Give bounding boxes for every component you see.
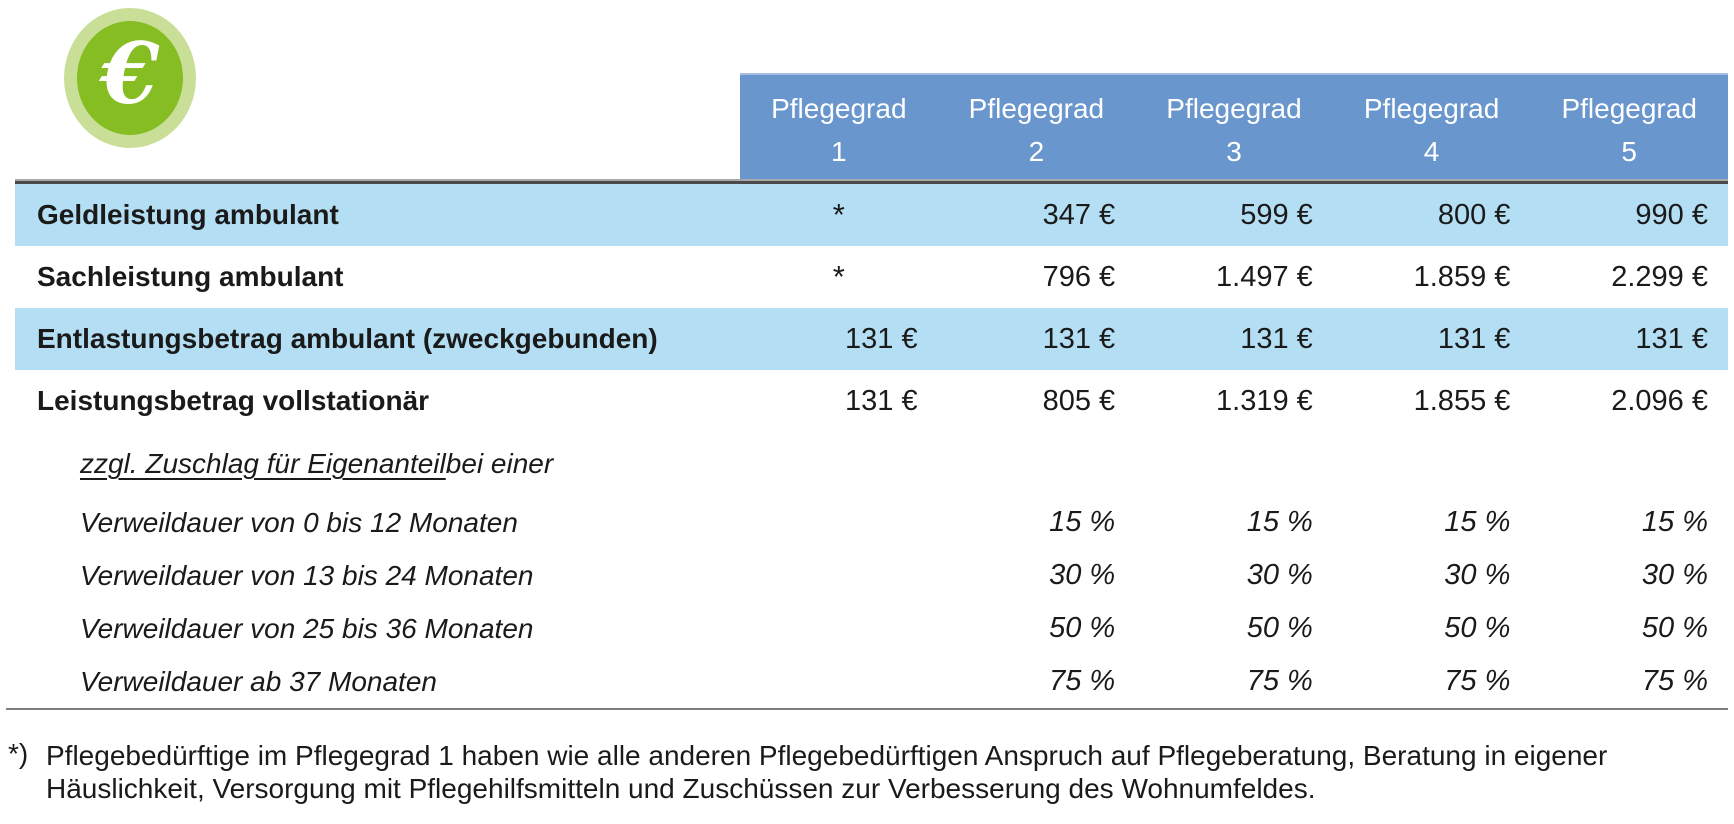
zuschlag-label-underlined: zzgl. Zuschlag für Eigenanteil (80, 448, 446, 479)
table-cell: 30 % (1444, 559, 1511, 591)
column-header-number: 2 (1028, 136, 1045, 167)
row-label: Sachleistung ambulant (37, 261, 344, 292)
table-cell: 50 % (1641, 612, 1708, 644)
table-row-verweildauer-0-12: Verweildauer von 0 bis 12 Monaten 15 % 1… (15, 496, 1728, 549)
zuschlag-label-rest: bei einer (445, 448, 554, 479)
table-cell-empty (740, 602, 938, 655)
table-cell: 75 % (1444, 665, 1511, 697)
footnote: *) Pflegebedürftige im Pflegegrad 1 habe… (8, 738, 1676, 805)
column-header-pflegegrad-2: Pflegegrad 2 (938, 75, 1136, 180)
table-column-header: Pflegegrad 1 Pflegegrad 2 Pflegegrad 3 P… (740, 73, 1728, 180)
table-cell: 131 € (1240, 322, 1313, 355)
table-cell-empty (740, 549, 938, 602)
table-cell: 15 % (1641, 506, 1708, 538)
footnote-line-2: Häuslichkeit, Versorgung mit Pflegehilfs… (46, 773, 1316, 804)
table-cell: 15 % (1444, 506, 1511, 538)
table-cell: 347 € (1042, 198, 1116, 231)
column-header-number: 4 (1423, 136, 1440, 167)
row-label: Geldleistung ambulant (37, 199, 339, 230)
table-cell: 131 € (845, 384, 918, 417)
table-cell: 1.859 € (1413, 260, 1511, 293)
row-label: Leistungsbetrag vollstationär (37, 385, 430, 416)
footnote-marker: *) (8, 738, 29, 769)
table-row-geldleistung: Geldleistung ambulant * 347 € 599 € 800 … (15, 184, 1728, 246)
table-row-verweildauer-13-24: Verweildauer von 13 bis 24 Monaten 30 % … (15, 549, 1728, 602)
table-top-divider (15, 179, 1728, 184)
column-header-pflegegrad-4: Pflegegrad 4 (1333, 75, 1531, 180)
table-cell: 1.855 € (1413, 384, 1511, 417)
table-cell: 131 € (1042, 322, 1116, 355)
table-row-verweildauer-ab-37: Verweildauer ab 37 Monaten 75 % 75 % 75 … (15, 655, 1728, 708)
column-header-pflegegrad-1: Pflegegrad 1 (740, 75, 938, 180)
row-label: Verweildauer ab 37 Monaten (80, 665, 437, 697)
row-label: Entlastungsbetrag ambulant (zweckgebunde… (37, 323, 658, 354)
column-header-title: Pflegegrad (1363, 93, 1500, 124)
euro-icon: € (64, 8, 196, 148)
table-cell: 805 € (1042, 384, 1116, 417)
row-label: Verweildauer von 13 bis 24 Monaten (80, 559, 534, 591)
table-cell: 796 € (1042, 260, 1116, 293)
column-header-title: Pflegegrad (771, 93, 907, 124)
table-cell: 15 % (1246, 506, 1313, 538)
table-cell: 2.299 € (1611, 260, 1708, 293)
table-row-leistungsbetrag: Leistungsbetrag vollstationär 131 € 805 … (15, 370, 1728, 432)
column-header-title: Pflegegrad (968, 93, 1105, 124)
table-row-zuschlag-eigenanteil: zzgl. Zuschlag für Eigenanteil bei einer (15, 432, 1728, 496)
table-cell-empty (740, 655, 938, 708)
table-cell: 1.497 € (1216, 260, 1313, 293)
column-header-pflegegrad-3: Pflegegrad 3 (1135, 75, 1333, 180)
table-row-entlastungsbetrag: Entlastungsbetrag ambulant (zweckgebunde… (15, 308, 1728, 370)
table-cell: 75 % (1246, 665, 1313, 697)
table-cell: 75 % (1641, 665, 1708, 697)
table-row-verweildauer-25-36: Verweildauer von 25 bis 36 Monaten 50 % … (15, 602, 1728, 655)
table-cell: * (832, 197, 845, 232)
table-cell: 599 € (1240, 198, 1313, 231)
table-cell: 30 % (1641, 559, 1708, 591)
table-bottom-rule (6, 708, 1728, 710)
table-cell: 800 € (1437, 198, 1511, 231)
column-header-number: 1 (831, 136, 847, 167)
row-label: zzgl. Zuschlag für Eigenanteil bei einer (15, 432, 1728, 496)
column-header-title: Pflegegrad (1561, 93, 1697, 124)
table-cell: 131 € (845, 322, 918, 355)
row-label: Verweildauer von 0 bis 12 Monaten (80, 506, 518, 538)
column-header-title: Pflegegrad (1166, 93, 1302, 124)
table-cell: 131 € (1437, 322, 1511, 355)
table-cell: 75 % (1049, 665, 1116, 697)
benefits-table-body: Geldleistung ambulant * 347 € 599 € 800 … (15, 184, 1728, 708)
table-cell-empty (740, 496, 938, 549)
table-cell: 30 % (1246, 559, 1313, 591)
euro-icon-inner-circle: € (77, 21, 183, 135)
table-cell: 50 % (1246, 612, 1313, 644)
column-header-number: 5 (1621, 136, 1637, 167)
row-label: Verweildauer von 25 bis 36 Monaten (80, 612, 534, 644)
table-cell: 990 € (1635, 198, 1708, 231)
table-cell: 50 % (1444, 612, 1511, 644)
table-cell: 50 % (1049, 612, 1116, 644)
table-cell: 15 % (1049, 506, 1116, 538)
column-header-number: 3 (1226, 136, 1242, 167)
table-cell: * (832, 259, 845, 294)
table-row-sachleistung: Sachleistung ambulant * 796 € 1.497 € 1.… (15, 246, 1728, 308)
column-header-pflegegrad-5: Pflegegrad 5 (1530, 75, 1728, 180)
footnote-line-1: Pflegebedürftige im Pflegegrad 1 haben w… (46, 740, 1608, 771)
euro-symbol: € (100, 23, 160, 123)
table-cell: 1.319 € (1216, 384, 1313, 417)
table-cell: 131 € (1635, 322, 1708, 355)
table-cell: 2.096 € (1611, 384, 1708, 417)
table-cell: 30 % (1049, 559, 1116, 591)
